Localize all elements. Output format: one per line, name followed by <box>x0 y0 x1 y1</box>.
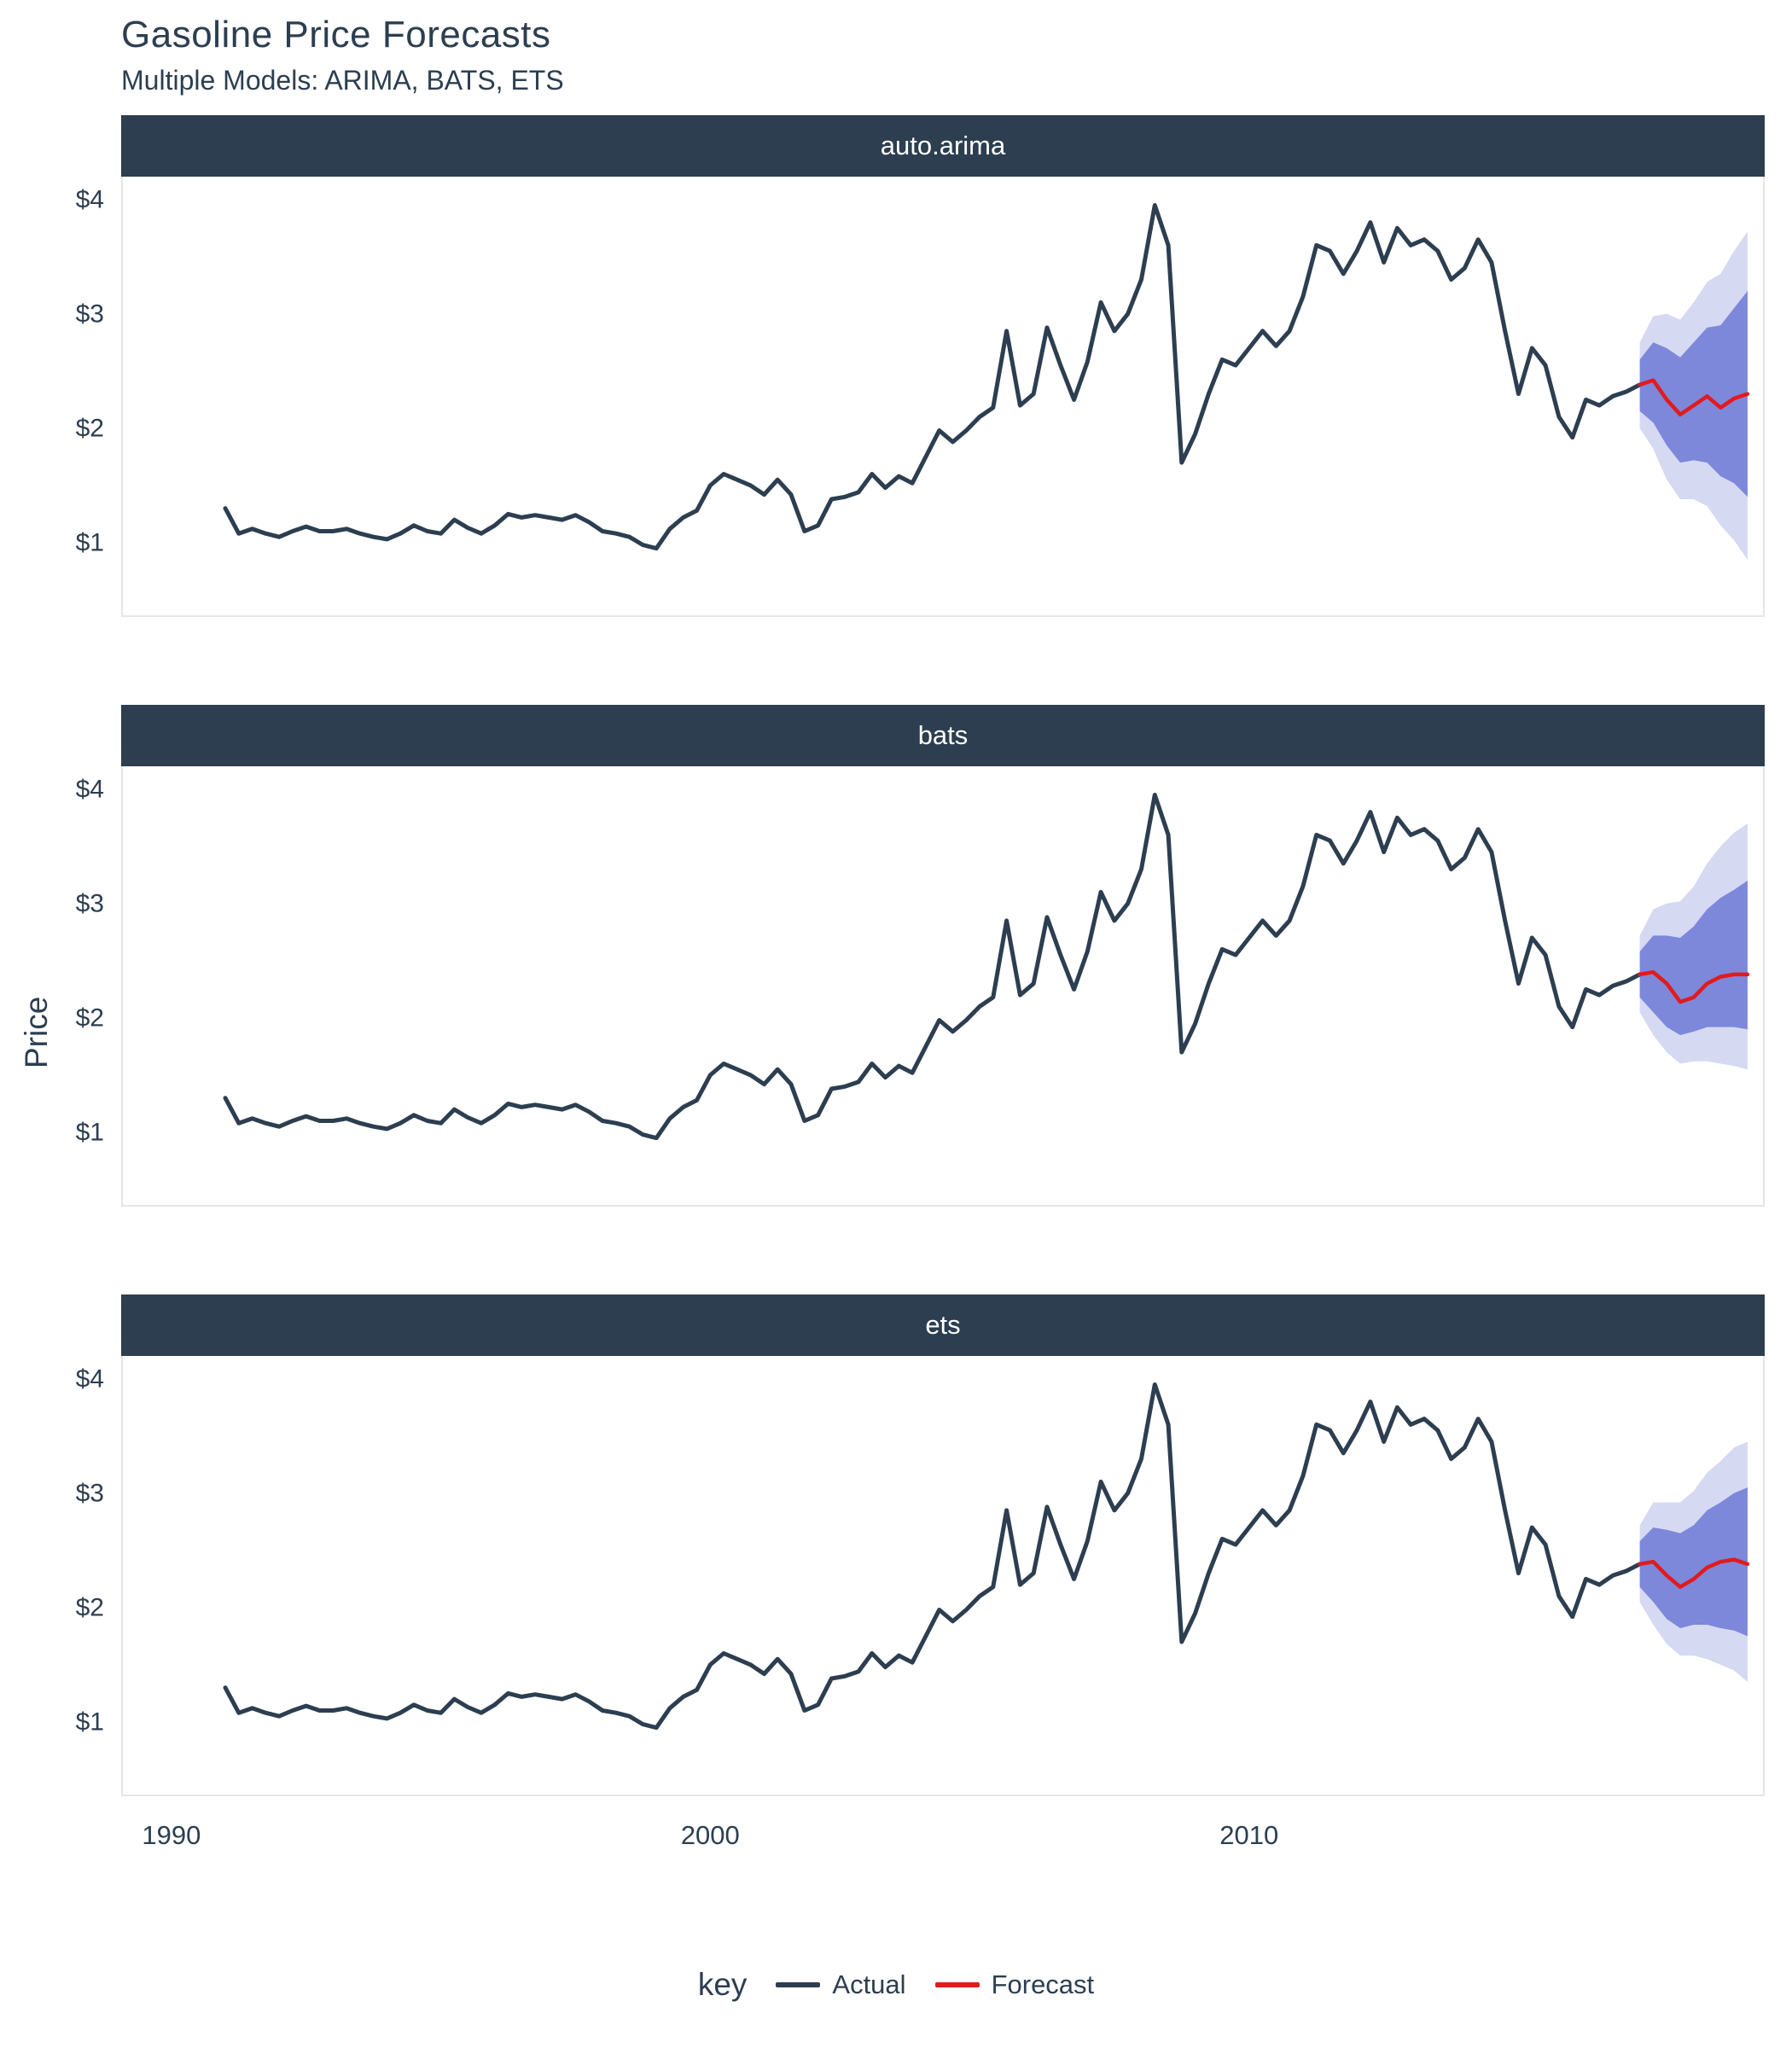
svg-text:$3: $3 <box>76 889 104 917</box>
svg-text:$4: $4 <box>76 775 104 803</box>
facet-strip-ets: ets <box>121 1295 1765 1356</box>
facet-strip-bats: bats <box>121 705 1765 766</box>
facet-panel-auto-arima: auto.arima $4 $3 $2 $1 <box>76 115 1765 617</box>
plot-area-bats: $4 $3 $2 $1 <box>76 766 1765 1207</box>
legend-label-actual: Actual <box>832 1969 906 1999</box>
facet-panel-bats: bats $4 $3 $2 $1 <box>76 705 1765 1207</box>
svg-text:$3: $3 <box>76 300 104 328</box>
legend: key Actual Forecast <box>0 1967 1792 2003</box>
svg-text:2010: 2010 <box>1219 1820 1278 1850</box>
svg-text:$1: $1 <box>76 528 104 556</box>
forecast-line-swatch <box>934 1982 980 1987</box>
legend-item-forecast: Forecast <box>934 1969 1095 2000</box>
svg-text:$2: $2 <box>76 414 104 442</box>
svg-text:$1: $1 <box>76 1118 104 1146</box>
chart-subtitle: Multiple Models: ARIMA, BATS, ETS <box>121 65 564 96</box>
svg-text:2000: 2000 <box>681 1820 740 1850</box>
svg-text:$4: $4 <box>76 1364 104 1393</box>
svg-text:$2: $2 <box>76 1593 104 1621</box>
legend-label-forecast: Forecast <box>991 1969 1095 1999</box>
svg-text:$3: $3 <box>76 1479 104 1507</box>
facet-plot-svg-0: $4 $3 $2 $1 <box>76 185 1750 560</box>
facet-panels: auto.arima $4 $3 $2 $1 bats $4 $3 $2 $1 ets $4… <box>76 115 1765 1884</box>
facet-plot-svg-2: $4 $3 $2 $1 1990 2000 2010 <box>76 1364 1750 1850</box>
facet-title-bats: bats <box>917 720 969 750</box>
facet-panel-ets: ets $4 $3 $2 $1 1990 2000 2010 <box>76 1295 1765 1850</box>
legend-item-actual: Actual <box>776 1969 906 2000</box>
facet-plot-svg-1: $4 $3 $2 $1 <box>76 775 1750 1146</box>
actual-line-swatch <box>776 1982 821 1987</box>
svg-text:$2: $2 <box>76 1004 104 1032</box>
y-axis-label: Price <box>19 996 54 1068</box>
plot-area-auto-arima: $4 $3 $2 $1 <box>76 177 1765 617</box>
svg-text:$4: $4 <box>76 185 104 213</box>
facet-strip-auto-arima: auto.arima <box>121 115 1765 177</box>
facet-title-auto-arima: auto.arima <box>880 131 1006 160</box>
facet-title-ets: ets <box>925 1310 961 1340</box>
plot-area-ets: $4 $3 $2 $1 1990 2000 2010 <box>76 1356 1765 1850</box>
svg-text:1990: 1990 <box>142 1820 201 1850</box>
svg-text:$1: $1 <box>76 1708 104 1736</box>
legend-title: key <box>697 1967 748 2002</box>
chart-title: Gasoline Price Forecasts <box>121 14 551 55</box>
